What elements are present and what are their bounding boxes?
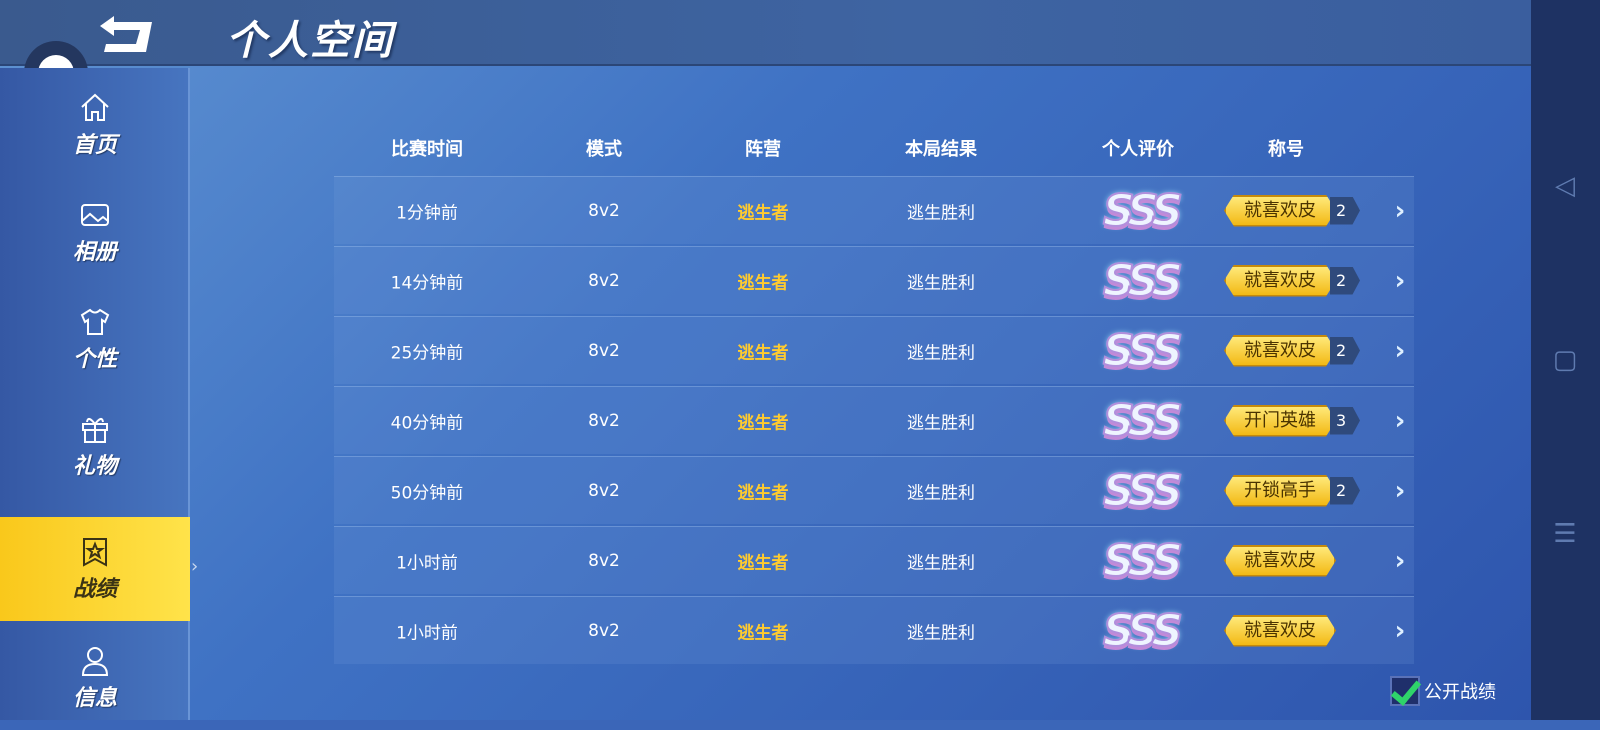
user-icon: [81, 647, 109, 676]
table-row[interactable]: 1分钟前 8v2 逃生者 逃生胜利 SSS 就喜欢皮 2 ›: [334, 176, 1414, 244]
table-row[interactable]: 14分钟前 8v2 逃生者 逃生胜利 SSS 就喜欢皮 2 ›: [334, 246, 1414, 314]
column-header-rating: 个人评价: [1102, 139, 1174, 160]
public-record-label: 公开战绩: [1424, 682, 1496, 703]
rating-badge: SSS: [1102, 394, 1184, 447]
match-time: 40分钟前: [390, 413, 464, 433]
gift-icon: [82, 418, 108, 443]
match-result: 逃生胜利: [907, 343, 975, 363]
chevron-right-icon[interactable]: ›: [1394, 195, 1406, 226]
table-row[interactable]: 1小时前 8v2 逃生者 逃生胜利 SSS 就喜欢皮 ›: [334, 526, 1414, 594]
match-camp: 逃生者: [737, 343, 789, 363]
match-mode: 8v2: [588, 410, 620, 431]
match-mode: 8v2: [588, 200, 620, 221]
title-badge: 开门英雄 3: [1224, 405, 1360, 437]
title-label: 就喜欢皮: [1224, 545, 1336, 577]
match-camp: 逃生者: [737, 273, 789, 293]
title-badge: 就喜欢皮: [1224, 545, 1336, 577]
column-header-result: 本局结果: [905, 139, 977, 160]
match-time: 50分钟前: [390, 483, 464, 503]
sidebar-item-gift[interactable]: 礼物: [0, 394, 190, 498]
chevron-right-icon[interactable]: ›: [1394, 615, 1406, 646]
chevron-right-icon[interactable]: ›: [1394, 405, 1406, 436]
public-record-toggle[interactable]: 公开战绩: [1390, 676, 1496, 706]
table-row[interactable]: 25分钟前 8v2 逃生者 逃生胜利 SSS 就喜欢皮 2 ›: [334, 316, 1414, 384]
checkbox-checked-icon[interactable]: [1390, 676, 1420, 706]
column-header-mode: 模式: [586, 139, 622, 160]
match-time: 1小时前: [396, 553, 458, 573]
title-count: 2: [1330, 196, 1360, 225]
title-label: 就喜欢皮: [1224, 265, 1336, 297]
match-camp: 逃生者: [737, 413, 789, 433]
nav-menu-icon[interactable]: ☰: [1553, 519, 1577, 549]
chevron-right-icon[interactable]: ›: [1394, 545, 1406, 576]
match-time: 14分钟前: [390, 273, 464, 293]
title-badge: 就喜欢皮 2: [1224, 195, 1360, 227]
match-mode: 8v2: [588, 340, 620, 361]
title-count: 2: [1330, 266, 1360, 295]
header: 个人空间: [0, 0, 1531, 66]
chevron-right-icon[interactable]: ›: [1394, 265, 1406, 296]
table-row[interactable]: 1小时前 8v2 逃生者 逃生胜利 SSS 就喜欢皮 ›: [334, 596, 1414, 664]
title-badge: 就喜欢皮 2: [1224, 265, 1360, 297]
rating-badge: SSS: [1102, 184, 1184, 237]
table-row[interactable]: 50分钟前 8v2 逃生者 逃生胜利 SSS 开锁高手 2 ›: [334, 456, 1414, 524]
back-arrow-icon[interactable]: [96, 14, 152, 54]
match-camp: 逃生者: [737, 623, 789, 643]
match-time: 1小时前: [396, 623, 458, 643]
column-header-time: 比赛时间: [391, 139, 463, 160]
column-header-title: 称号: [1268, 139, 1304, 160]
table-row[interactable]: 40分钟前 8v2 逃生者 逃生胜利 SSS 开门英雄 3 ›: [334, 386, 1414, 454]
active-indicator-icon: ›: [191, 556, 199, 577]
sidebar-item-style[interactable]: 个性: [0, 287, 190, 391]
match-time: 25分钟前: [390, 343, 464, 363]
title-badge: 就喜欢皮: [1224, 615, 1336, 647]
nav-home-icon[interactable]: ▢: [1552, 345, 1578, 375]
page-title: 个人空间: [226, 18, 394, 64]
rating-badge: SSS: [1102, 324, 1184, 377]
match-result: 逃生胜利: [907, 483, 975, 503]
rating-badge: SSS: [1102, 254, 1184, 307]
match-result: 逃生胜利: [907, 203, 975, 223]
match-mode: 8v2: [588, 480, 620, 501]
title-label: 就喜欢皮: [1224, 195, 1336, 227]
match-camp: 逃生者: [737, 553, 789, 573]
match-result: 逃生胜利: [907, 413, 975, 433]
title-label: 就喜欢皮: [1224, 615, 1336, 647]
sidebar-item-record[interactable]: 战绩: [0, 517, 190, 621]
chevron-right-icon[interactable]: ›: [1394, 335, 1406, 366]
title-label: 就喜欢皮: [1224, 335, 1336, 367]
image-icon: [81, 204, 109, 226]
column-header-camp: 阵营: [745, 139, 781, 160]
rating-badge: SSS: [1102, 464, 1184, 517]
title-count: 2: [1330, 336, 1360, 365]
shirt-icon: [80, 308, 110, 335]
chevron-right-icon[interactable]: ›: [1394, 475, 1406, 506]
sidebar-item-home[interactable]: 首页: [0, 73, 190, 177]
title-count: 2: [1330, 476, 1360, 505]
match-mode: 8v2: [588, 620, 620, 641]
match-result: 逃生胜利: [907, 553, 975, 573]
title-label: 开锁高手: [1224, 475, 1336, 507]
rating-badge: SSS: [1102, 604, 1184, 657]
rating-badge: SSS: [1102, 534, 1184, 587]
record-badge-icon: [83, 538, 107, 567]
nav-back-icon[interactable]: ◁: [1555, 171, 1575, 201]
sidebar-item-info[interactable]: 信息: [0, 626, 190, 730]
match-mode: 8v2: [588, 270, 620, 291]
match-time: 1分钟前: [396, 203, 458, 223]
home-icon: [81, 93, 109, 121]
title-badge: 就喜欢皮 2: [1224, 335, 1360, 367]
match-mode: 8v2: [588, 550, 620, 571]
system-nav-bar: ◁ ▢ ☰: [1531, 0, 1600, 720]
match-result: 逃生胜利: [907, 273, 975, 293]
title-label: 开门英雄: [1224, 405, 1336, 437]
match-result: 逃生胜利: [907, 623, 975, 643]
title-badge: 开锁高手 2: [1224, 475, 1360, 507]
match-camp: 逃生者: [737, 203, 789, 223]
title-count: 3: [1330, 406, 1360, 435]
sidebar-item-album[interactable]: 相册: [0, 180, 190, 284]
match-camp: 逃生者: [737, 483, 789, 503]
